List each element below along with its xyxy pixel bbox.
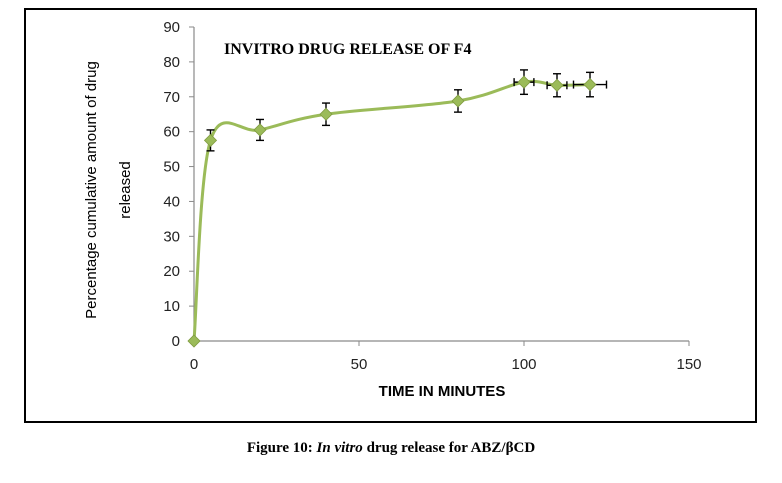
y-axis-title-line-1: Percentage cumulative amount of drug [83, 61, 100, 319]
y-tick-label: 80 [163, 54, 180, 71]
data-point-marker [451, 94, 465, 108]
series-line [192, 79, 591, 342]
line-chart: 0 10 20 30 40 50 60 70 80 90 0 50 100 150 INVITRO DRU… [83, 19, 702, 400]
data-point-marker [203, 133, 218, 147]
chart-title: INVITRO DRUG RELEASE OF F4 [224, 41, 471, 58]
data-point-marker [253, 123, 267, 137]
caption-suffix: drug release for ABZ/βCD [362, 440, 536, 456]
x-tick-label: 100 [511, 356, 536, 373]
data-point-marker [517, 75, 531, 89]
y-axis-title-line-2: released [117, 161, 134, 219]
x-tick-label: 0 [190, 356, 198, 373]
x-axis-title: TIME IN MINUTES [379, 383, 506, 400]
y-tick-label: 40 [163, 193, 180, 210]
chart-frame: 0 10 20 30 40 50 60 70 80 90 0 50 100 150 INVITRO DRU… [24, 8, 757, 423]
figure-caption: Figure 10: In vitro drug release for ABZ… [0, 440, 782, 457]
caption-italic: In vitro [316, 440, 363, 456]
y-axis-title-group: Percentage cumulative amount of drug rel… [83, 61, 134, 319]
data-point-marker [583, 78, 597, 92]
x-tick-label: 150 [676, 356, 701, 373]
series-layer [187, 69, 608, 348]
y-tick-label: 30 [163, 228, 180, 245]
y-tick-label: 50 [163, 159, 180, 176]
data-point-marker [187, 334, 201, 348]
data-point-marker [319, 107, 333, 121]
y-tick-label: 10 [163, 298, 180, 315]
y-tick-label: 70 [163, 89, 180, 106]
axes [189, 26, 690, 346]
y-tick-label: 90 [163, 19, 180, 36]
caption-prefix: Figure 10: [246, 440, 317, 456]
x-tick-label: 50 [351, 356, 368, 373]
y-tick-label: 0 [172, 333, 180, 350]
y-tick-label: 20 [163, 263, 180, 280]
data-point-marker [550, 78, 564, 92]
tick-labels: 0 10 20 30 40 50 60 70 80 90 0 50 100 150 [163, 19, 701, 373]
y-tick-label: 60 [163, 124, 180, 141]
